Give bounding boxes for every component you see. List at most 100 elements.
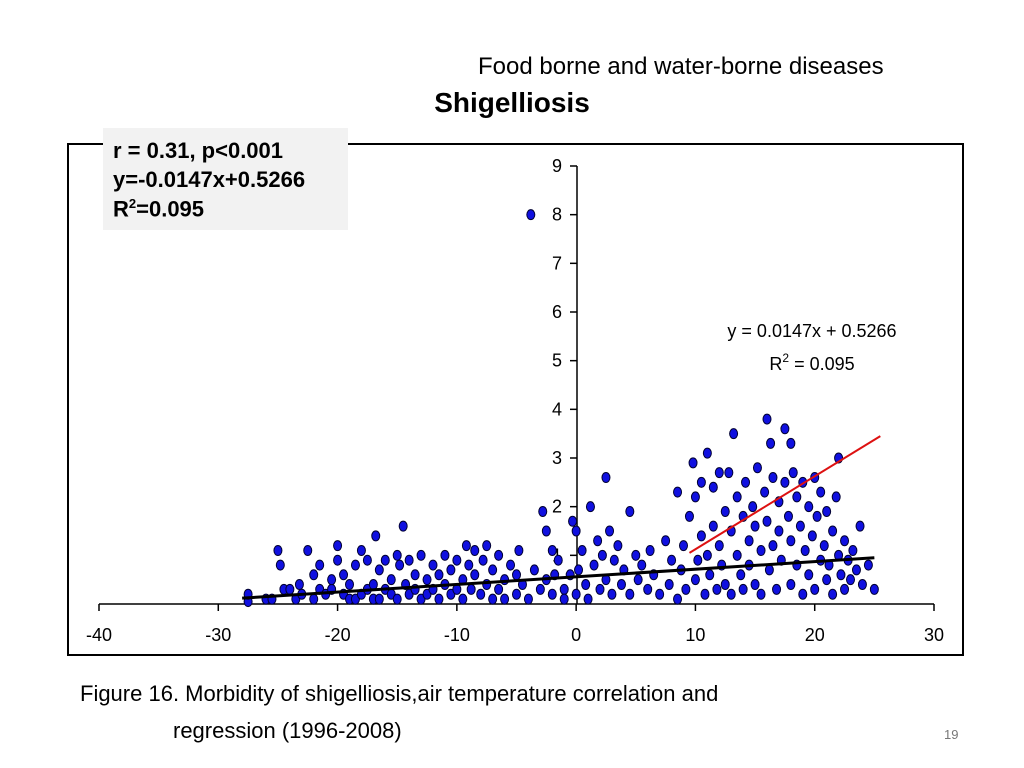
data-point xyxy=(840,535,850,547)
data-point xyxy=(828,525,838,537)
y-tick-label: 3 xyxy=(552,448,562,468)
data-point xyxy=(700,588,710,600)
data-point xyxy=(786,437,796,449)
data-point xyxy=(571,588,581,600)
stats-r-sup: 2 xyxy=(128,196,137,211)
data-point xyxy=(840,583,850,595)
data-point xyxy=(315,559,325,571)
data-point xyxy=(724,467,734,479)
data-point xyxy=(846,574,855,586)
data-point xyxy=(712,583,722,595)
data-point xyxy=(810,583,820,595)
data-point xyxy=(851,564,861,576)
data-point xyxy=(434,569,444,581)
data-point xyxy=(607,588,617,600)
data-point xyxy=(684,510,694,522)
data-point xyxy=(577,544,587,556)
data-point xyxy=(828,588,838,600)
data-point xyxy=(855,520,865,532)
stats-r-squared: R2=0.095 xyxy=(113,196,204,222)
data-point xyxy=(356,544,366,556)
data-point xyxy=(714,540,724,552)
data-point xyxy=(597,549,607,561)
x-tick-label: -10 xyxy=(444,625,470,645)
data-point xyxy=(585,501,595,513)
data-point xyxy=(470,569,480,581)
data-point xyxy=(643,583,653,595)
data-point xyxy=(535,583,545,595)
data-point xyxy=(664,579,674,591)
data-point xyxy=(571,525,581,537)
data-point xyxy=(422,574,432,586)
data-point xyxy=(386,574,396,586)
data-point xyxy=(720,579,730,591)
data-point xyxy=(795,520,805,532)
data-point xyxy=(275,559,285,571)
data-point xyxy=(702,447,712,459)
data-point xyxy=(798,588,808,600)
data-point xyxy=(482,540,492,552)
trendline-overall xyxy=(242,556,875,600)
data-point xyxy=(327,574,337,586)
data-point xyxy=(705,569,715,581)
data-point xyxy=(512,569,521,581)
trendline-warm xyxy=(688,435,881,554)
data-point xyxy=(464,559,474,571)
data-point xyxy=(476,588,486,600)
figure-caption-line2: regression (1996-2008) xyxy=(173,718,402,743)
x-tick-label: 20 xyxy=(805,625,825,645)
data-point xyxy=(807,530,817,542)
data-point xyxy=(333,540,343,552)
data-point xyxy=(693,554,703,566)
data-point xyxy=(667,554,677,566)
data-point xyxy=(766,437,776,449)
data-point xyxy=(392,549,402,561)
data-point xyxy=(772,583,782,595)
figure-caption-line1: Figure 16. Morbidity of shigelliosis,air… xyxy=(80,681,719,706)
data-point xyxy=(547,588,557,600)
data-point xyxy=(780,423,790,435)
data-point xyxy=(398,520,408,532)
data-point xyxy=(374,593,384,605)
data-point xyxy=(822,574,832,586)
data-point xyxy=(696,530,706,542)
data-point xyxy=(362,554,372,566)
x-tick-label: -30 xyxy=(205,625,231,645)
data-point xyxy=(714,467,724,479)
data-point xyxy=(863,559,873,571)
data-point xyxy=(804,501,814,513)
y-tick-label: 5 xyxy=(552,351,562,371)
data-point xyxy=(679,540,688,552)
data-point xyxy=(392,593,402,605)
fit-equation-label: y = 0.0147x + 0.5266 xyxy=(727,321,896,341)
data-point xyxy=(690,574,700,586)
data-point xyxy=(786,535,796,547)
data-point xyxy=(812,510,822,522)
data-point xyxy=(568,515,578,527)
data-point xyxy=(559,593,569,605)
x-tick-label: 0 xyxy=(571,625,581,645)
data-point xyxy=(848,544,858,556)
data-point xyxy=(726,588,736,600)
data-point xyxy=(466,583,476,595)
data-point xyxy=(637,559,647,571)
data-point xyxy=(744,535,754,547)
data-point xyxy=(371,530,381,542)
data-point xyxy=(574,564,584,576)
data-point xyxy=(500,593,510,605)
data-point xyxy=(681,583,691,595)
data-point xyxy=(514,544,524,556)
data-point xyxy=(720,506,730,518)
data-point xyxy=(488,564,498,576)
data-point xyxy=(285,583,295,595)
data-point xyxy=(750,520,760,532)
data-point xyxy=(512,588,521,600)
data-point xyxy=(756,588,766,600)
data-point xyxy=(494,549,504,561)
data-point xyxy=(774,525,784,537)
data-point xyxy=(708,481,718,493)
data-point xyxy=(780,476,790,488)
data-point xyxy=(446,564,456,576)
data-point xyxy=(581,579,591,591)
